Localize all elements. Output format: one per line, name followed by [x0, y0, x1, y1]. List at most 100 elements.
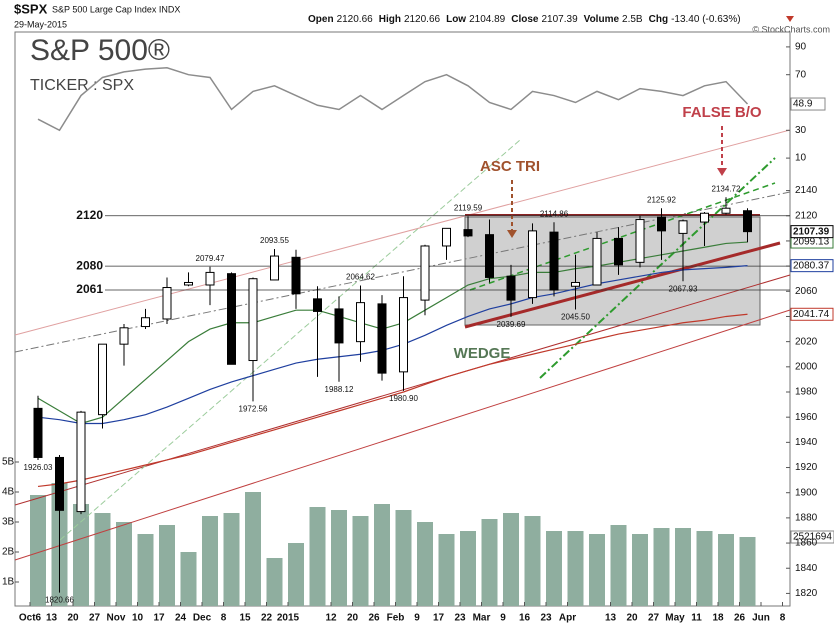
x-tick-label: Apr — [559, 613, 576, 624]
x-tick-label: 8 — [780, 613, 786, 624]
candle-body — [270, 255, 279, 281]
price-label: 2045.50 — [561, 313, 590, 322]
y-tick-label: 1880 — [795, 513, 818, 524]
price-label: 2114.86 — [540, 209, 569, 218]
y-tick-label: 1960 — [795, 412, 818, 423]
ma-tag-box — [790, 259, 834, 273]
volume-bar — [374, 504, 390, 606]
x-tick-label: Nov — [107, 613, 126, 624]
y-tick-label: 2140 — [795, 185, 818, 196]
y-tick-label: 1860 — [795, 538, 818, 549]
price-label: 2039.69 — [497, 320, 526, 329]
volume-bar — [481, 519, 498, 606]
y-tick-label: 1900 — [795, 487, 818, 498]
volume-bar — [30, 495, 46, 606]
candle-body — [506, 275, 516, 301]
volume-tick-label: 4B — [2, 487, 15, 498]
candle-body — [528, 230, 537, 299]
y-tick-label: 2060 — [795, 286, 818, 297]
candle-body — [205, 271, 215, 286]
trendline — [469, 182, 776, 291]
price-label: 2093.55 — [260, 236, 289, 245]
x-tick-label: Mar — [473, 613, 491, 624]
moving-average — [37, 313, 748, 488]
candle-body — [377, 303, 387, 374]
x-tick-label: 20 — [347, 613, 359, 624]
x-tick-label: 27 — [648, 613, 660, 624]
x-tick-label: May — [665, 613, 685, 624]
x-tick-label: Dec — [193, 613, 212, 624]
brand: © StockCharts.com — [752, 24, 830, 34]
volume-bar — [73, 504, 89, 606]
rsi-tick-label: 30 — [795, 125, 807, 136]
volume-bar — [589, 534, 605, 606]
candle-body — [227, 273, 236, 365]
volume-tick-label: 1B — [2, 577, 15, 588]
rsi-tag: 48.9 — [793, 99, 813, 110]
volume-bar — [524, 516, 541, 606]
volume-tick-label: 5B — [2, 457, 15, 468]
quote-label: Chg — [649, 14, 668, 25]
ma-tag: 2099.13 — [793, 237, 830, 248]
level-label: 2061 — [76, 282, 103, 296]
volume-bar — [438, 534, 455, 606]
chart-subtitle: S&P 500 Large Cap Index INDX — [52, 4, 180, 14]
candle-body — [76, 411, 86, 513]
candle-body — [313, 298, 322, 312]
x-tick-label: 9 — [414, 613, 420, 624]
volume-bar — [159, 525, 175, 606]
rsi-tick-label: 10 — [795, 153, 807, 164]
quote-value: 2120.66 — [404, 14, 441, 25]
wedge-bottom — [464, 241, 781, 329]
trendline — [59, 139, 521, 541]
trendline — [14, 309, 791, 561]
quote-label: Low — [446, 14, 466, 25]
price-label: 1980.90 — [389, 394, 418, 403]
price-label: 2119.59 — [454, 203, 483, 212]
candle-body — [592, 237, 602, 286]
annotation: ASC TRI — [480, 158, 540, 175]
volume-bar — [567, 531, 584, 606]
x-tick-label: 16 — [519, 613, 531, 624]
annotation: WEDGE — [454, 345, 511, 362]
candle-body — [399, 297, 408, 373]
moving-average — [37, 241, 748, 425]
x-tick-label: 17 — [433, 613, 445, 624]
candle-body — [463, 229, 473, 237]
close-tag-box — [790, 225, 834, 239]
rsi-tick-label: 90 — [795, 42, 807, 53]
candle-body — [442, 227, 451, 247]
y-tick-label: 2020 — [795, 336, 818, 347]
price-label: 2067.93 — [669, 284, 698, 293]
candle-body — [420, 245, 430, 301]
quote-value: -13.40 (-0.63%) — [671, 14, 740, 25]
y-tick-label: 2000 — [795, 361, 818, 372]
candle-body — [98, 343, 107, 416]
y-tick-label: 1920 — [795, 462, 818, 473]
x-tick-label: 12 — [325, 613, 337, 624]
volume-bar — [331, 510, 347, 606]
trendline — [14, 129, 791, 336]
quote-label: High — [379, 14, 401, 25]
quote-label: Volume — [584, 14, 620, 25]
annotation: FALSE B/O — [682, 104, 762, 121]
x-tick-label: Oct6 — [19, 613, 42, 624]
price-label: 2134.72 — [712, 184, 741, 193]
x-tick-label: 13 — [46, 613, 58, 624]
volume-bar — [288, 543, 304, 606]
volume-bar — [245, 492, 261, 606]
volume-bar — [653, 528, 670, 606]
volume-bar — [266, 558, 283, 606]
x-tick-label: Jun — [752, 613, 770, 624]
volume-bar — [610, 525, 627, 606]
ticker: TICKER : SPX — [30, 77, 134, 94]
volume-tick-label: 3B — [2, 517, 15, 528]
x-tick-label: 13 — [605, 613, 617, 624]
x-tick-label: 20 — [67, 613, 79, 624]
quote-value: 2104.89 — [469, 14, 506, 25]
y-tick-label: 1940 — [795, 437, 818, 448]
x-tick-label: 26 — [368, 613, 380, 624]
volume-bar — [696, 531, 713, 606]
